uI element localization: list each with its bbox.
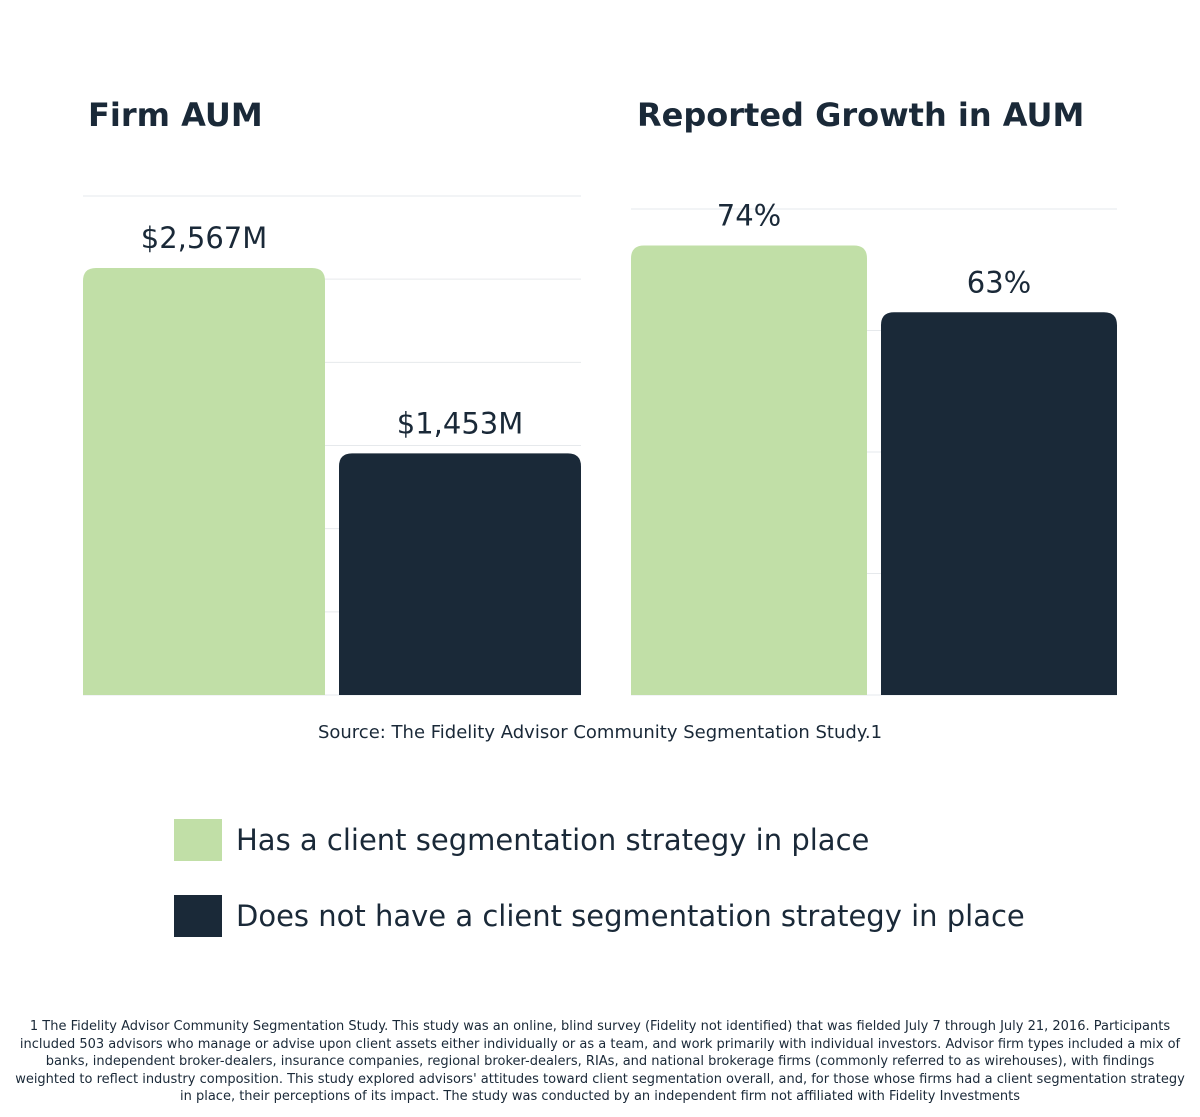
bar-0-1 xyxy=(339,453,581,695)
legend-label-no-strategy: Does not have a client segmentation stra… xyxy=(236,899,1025,933)
footnote: 1 The Fidelity Advisor Community Segment… xyxy=(15,1019,1185,1105)
bar-1-0 xyxy=(631,245,867,695)
chart-title-firm-aum: Firm AUM xyxy=(88,96,263,134)
source-note: Source: The Fidelity Advisor Community S… xyxy=(317,722,883,743)
value-label-0-1: $1,453M xyxy=(397,406,524,440)
bar-1-1 xyxy=(881,312,1117,695)
bar-charts: $2,567M $1,453M 74% 63% xyxy=(83,195,1117,696)
legend-item-no-strategy: Does not have a client segmentation stra… xyxy=(174,895,1025,937)
bar-0-0 xyxy=(83,268,325,695)
legend-swatch-no-strategy xyxy=(174,895,222,937)
legend-item-has-strategy: Has a client segmentation strategy in pl… xyxy=(174,819,1025,861)
value-label-1-1: 63% xyxy=(967,265,1031,299)
legend-swatch-has-strategy xyxy=(174,819,222,861)
value-label-1-0: 74% xyxy=(717,198,781,232)
legend: Has a client segmentation strategy in pl… xyxy=(174,819,1025,971)
value-label-0-0: $2,567M xyxy=(141,221,268,255)
legend-label-has-strategy: Has a client segmentation strategy in pl… xyxy=(236,823,870,857)
chart-title-growth-aum: Reported Growth in AUM xyxy=(637,96,1085,134)
